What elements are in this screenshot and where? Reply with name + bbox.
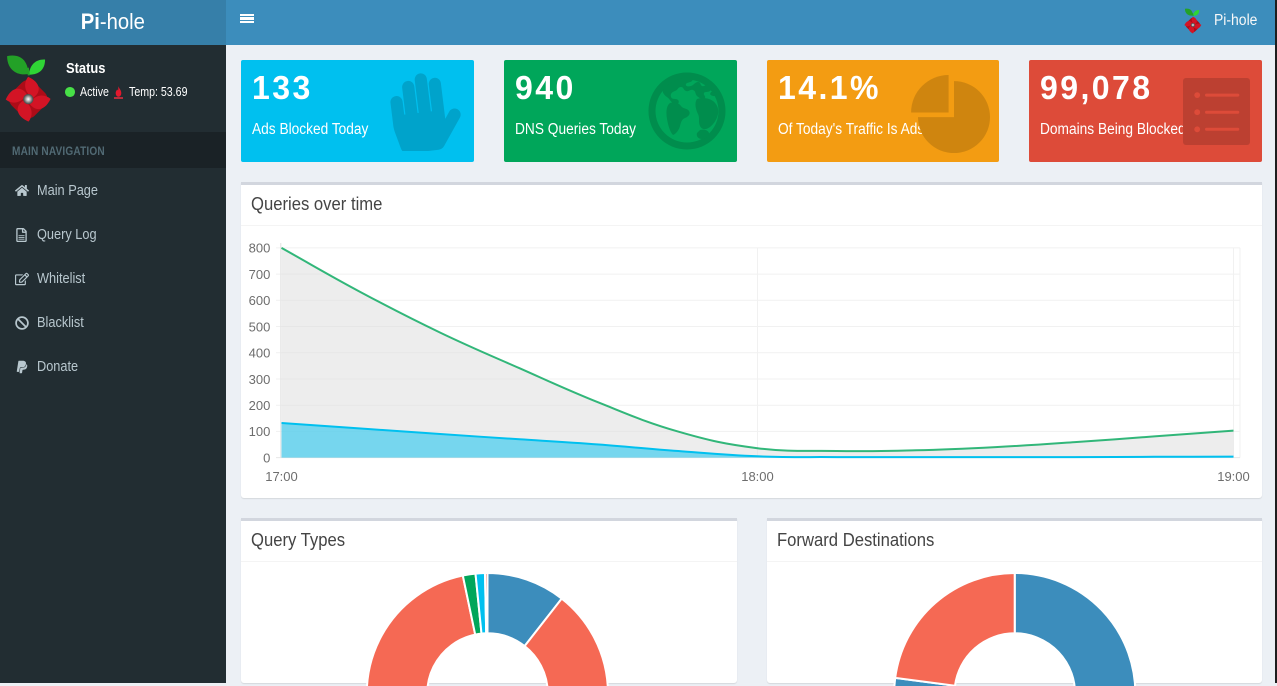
svg-text:800: 800 [249, 241, 271, 256]
svg-text:300: 300 [249, 372, 271, 387]
svg-text:17:00: 17:00 [265, 469, 298, 484]
svg-text:700: 700 [249, 267, 271, 282]
svg-text:100: 100 [249, 424, 271, 439]
svg-text:400: 400 [249, 346, 271, 361]
svg-text:19:00: 19:00 [1217, 469, 1250, 484]
svg-text:0: 0 [263, 450, 270, 465]
svg-text:500: 500 [249, 319, 271, 334]
svg-text:600: 600 [249, 293, 271, 308]
svg-text:18:00: 18:00 [741, 469, 774, 484]
svg-text:200: 200 [249, 398, 271, 413]
